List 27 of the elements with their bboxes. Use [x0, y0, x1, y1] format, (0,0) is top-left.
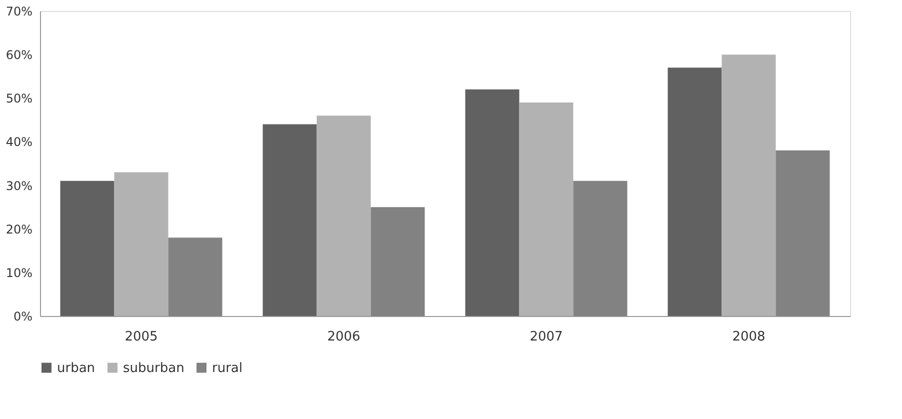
y-tick-label: 70% — [6, 4, 32, 18]
bar — [168, 238, 222, 316]
y-tick-label: 10% — [6, 266, 32, 280]
bar — [370, 207, 425, 316]
bar — [573, 180, 628, 316]
y-tick-label: 20% — [6, 222, 32, 236]
bar — [114, 172, 168, 316]
bar — [519, 102, 574, 316]
y-tick-label: 30% — [6, 178, 32, 193]
bar — [465, 89, 520, 316]
x-tick-label: 2005 — [124, 330, 158, 344]
bar — [60, 180, 114, 316]
x-tick-label: 2007 — [530, 330, 563, 344]
y-tick-label: 0% — [13, 310, 32, 324]
y-tick-label: 50% — [6, 92, 32, 106]
legend-label: urban — [57, 360, 96, 376]
bar — [776, 150, 830, 316]
legend-label: suburban — [123, 360, 184, 376]
bar — [668, 68, 722, 316]
bar — [262, 124, 317, 316]
x-tick-label: 2006 — [327, 330, 360, 344]
bar — [316, 116, 371, 316]
y-tick-label: 60% — [6, 48, 32, 62]
y-tick-label: 40% — [6, 135, 32, 150]
x-tick-label: 2008 — [732, 330, 766, 344]
legend-label: rural — [212, 360, 243, 376]
bar — [722, 54, 776, 316]
